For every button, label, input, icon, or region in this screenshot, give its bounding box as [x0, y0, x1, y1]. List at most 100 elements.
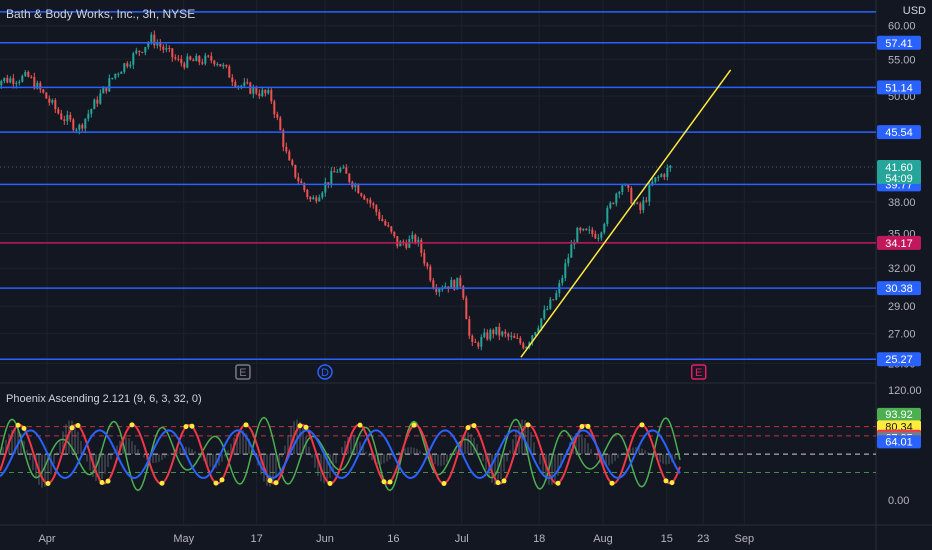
- candle-body: [264, 89, 267, 94]
- candle-body: [204, 55, 207, 64]
- extreme-dot: [411, 422, 417, 428]
- price-tick-label: 60.00: [888, 21, 916, 33]
- candle-body: [516, 337, 519, 339]
- candle-body: [342, 167, 345, 169]
- candle-body: [69, 114, 72, 120]
- candle-body: [621, 185, 624, 192]
- extreme-dot: [21, 425, 27, 431]
- candle-body: [549, 299, 552, 309]
- candle-body: [21, 75, 24, 82]
- candle-body: [375, 205, 378, 213]
- candle-body: [669, 165, 672, 168]
- candle-body: [507, 333, 510, 337]
- candle-body: [612, 202, 615, 204]
- candle-body: [45, 92, 48, 99]
- extreme-dot: [213, 480, 219, 486]
- time-axis: Apr May 17 Jun 16 Jul 18 Aug 15 23 Sep: [38, 533, 754, 545]
- candle-body: [546, 308, 549, 310]
- candles: [0, 30, 672, 351]
- candle-body: [648, 185, 651, 202]
- extreme-dot: [357, 422, 363, 428]
- candle-body: [36, 82, 39, 89]
- extreme-dot: [45, 480, 51, 486]
- level-badge-label: 45.54: [885, 127, 913, 139]
- candle-body: [567, 257, 570, 264]
- candle-body: [303, 183, 306, 191]
- extreme-dot: [189, 423, 195, 429]
- candle-body: [6, 77, 9, 83]
- candle-body: [498, 326, 501, 336]
- candle-body: [315, 197, 318, 202]
- candle-body: [627, 184, 630, 189]
- indicator-tick-label: 120.00: [888, 385, 922, 397]
- candle-body: [579, 228, 582, 231]
- candle-body: [147, 42, 150, 48]
- extreme-dot: [105, 478, 111, 484]
- extreme-dot: [183, 424, 189, 430]
- candle-body: [630, 188, 633, 204]
- candle-body: [420, 239, 423, 254]
- candle-body: [435, 288, 438, 293]
- indicator-title: Phoenix Ascending 2.121 (9, 6, 3, 32, 0): [6, 393, 202, 405]
- candle-body: [0, 81, 3, 86]
- candle-body: [165, 48, 168, 50]
- candle-body: [477, 342, 480, 347]
- extreme-dot: [669, 480, 675, 486]
- candle-body: [603, 224, 606, 233]
- extreme-dot: [501, 478, 507, 484]
- candle-body: [144, 47, 147, 53]
- extreme-dot: [75, 422, 81, 428]
- indicator-badge-label: 93.92: [885, 409, 913, 421]
- candle-body: [585, 228, 588, 231]
- candle-body: [189, 56, 192, 60]
- candle-body: [339, 168, 342, 172]
- candle-body: [411, 234, 414, 239]
- time-tick-label: Aug: [593, 533, 613, 545]
- candle-body: [27, 72, 30, 77]
- candle-body: [390, 226, 393, 232]
- time-tick-label: 15: [661, 533, 673, 545]
- extreme-dot: [585, 423, 591, 429]
- candle-body: [519, 338, 522, 344]
- candle-body: [438, 288, 441, 293]
- candle-body: [405, 243, 408, 248]
- candle-body: [459, 277, 462, 287]
- time-tick-label: Sep: [734, 533, 754, 545]
- extreme-dot: [525, 422, 531, 428]
- candle-body: [582, 228, 585, 231]
- candle-body: [60, 113, 63, 120]
- candle-body: [504, 331, 507, 334]
- candle-body: [360, 193, 363, 196]
- extreme-dot: [303, 424, 309, 430]
- candle-body: [261, 89, 264, 97]
- candle-body: [423, 253, 426, 264]
- candle-body: [354, 184, 357, 188]
- candle-body: [267, 90, 270, 94]
- candle-body: [357, 184, 360, 194]
- currency-label: USD: [902, 5, 926, 17]
- candle-body: [66, 114, 69, 121]
- candle-body: [429, 266, 432, 281]
- candle-body: [141, 52, 144, 54]
- time-tick-label: 23: [697, 533, 709, 545]
- level-badge-label: 25.27: [885, 354, 913, 366]
- candle-body: [84, 118, 87, 129]
- candle-body: [279, 117, 282, 131]
- candle-body: [153, 34, 156, 46]
- last-price-label: 41.60: [885, 162, 913, 174]
- candle-body: [96, 99, 99, 104]
- candle-body: [513, 335, 516, 338]
- candle-body: [300, 181, 303, 184]
- candle-body: [306, 190, 309, 198]
- candle-body: [534, 332, 537, 336]
- oscillator-line: [0, 423, 681, 485]
- candle-body: [3, 77, 6, 82]
- candle-body: [252, 87, 255, 94]
- candle-body: [522, 343, 525, 349]
- candle-body: [606, 208, 609, 225]
- candle-body: [369, 199, 372, 204]
- candle-body: [207, 55, 210, 57]
- candle-body: [495, 326, 498, 334]
- candle-body: [483, 332, 486, 338]
